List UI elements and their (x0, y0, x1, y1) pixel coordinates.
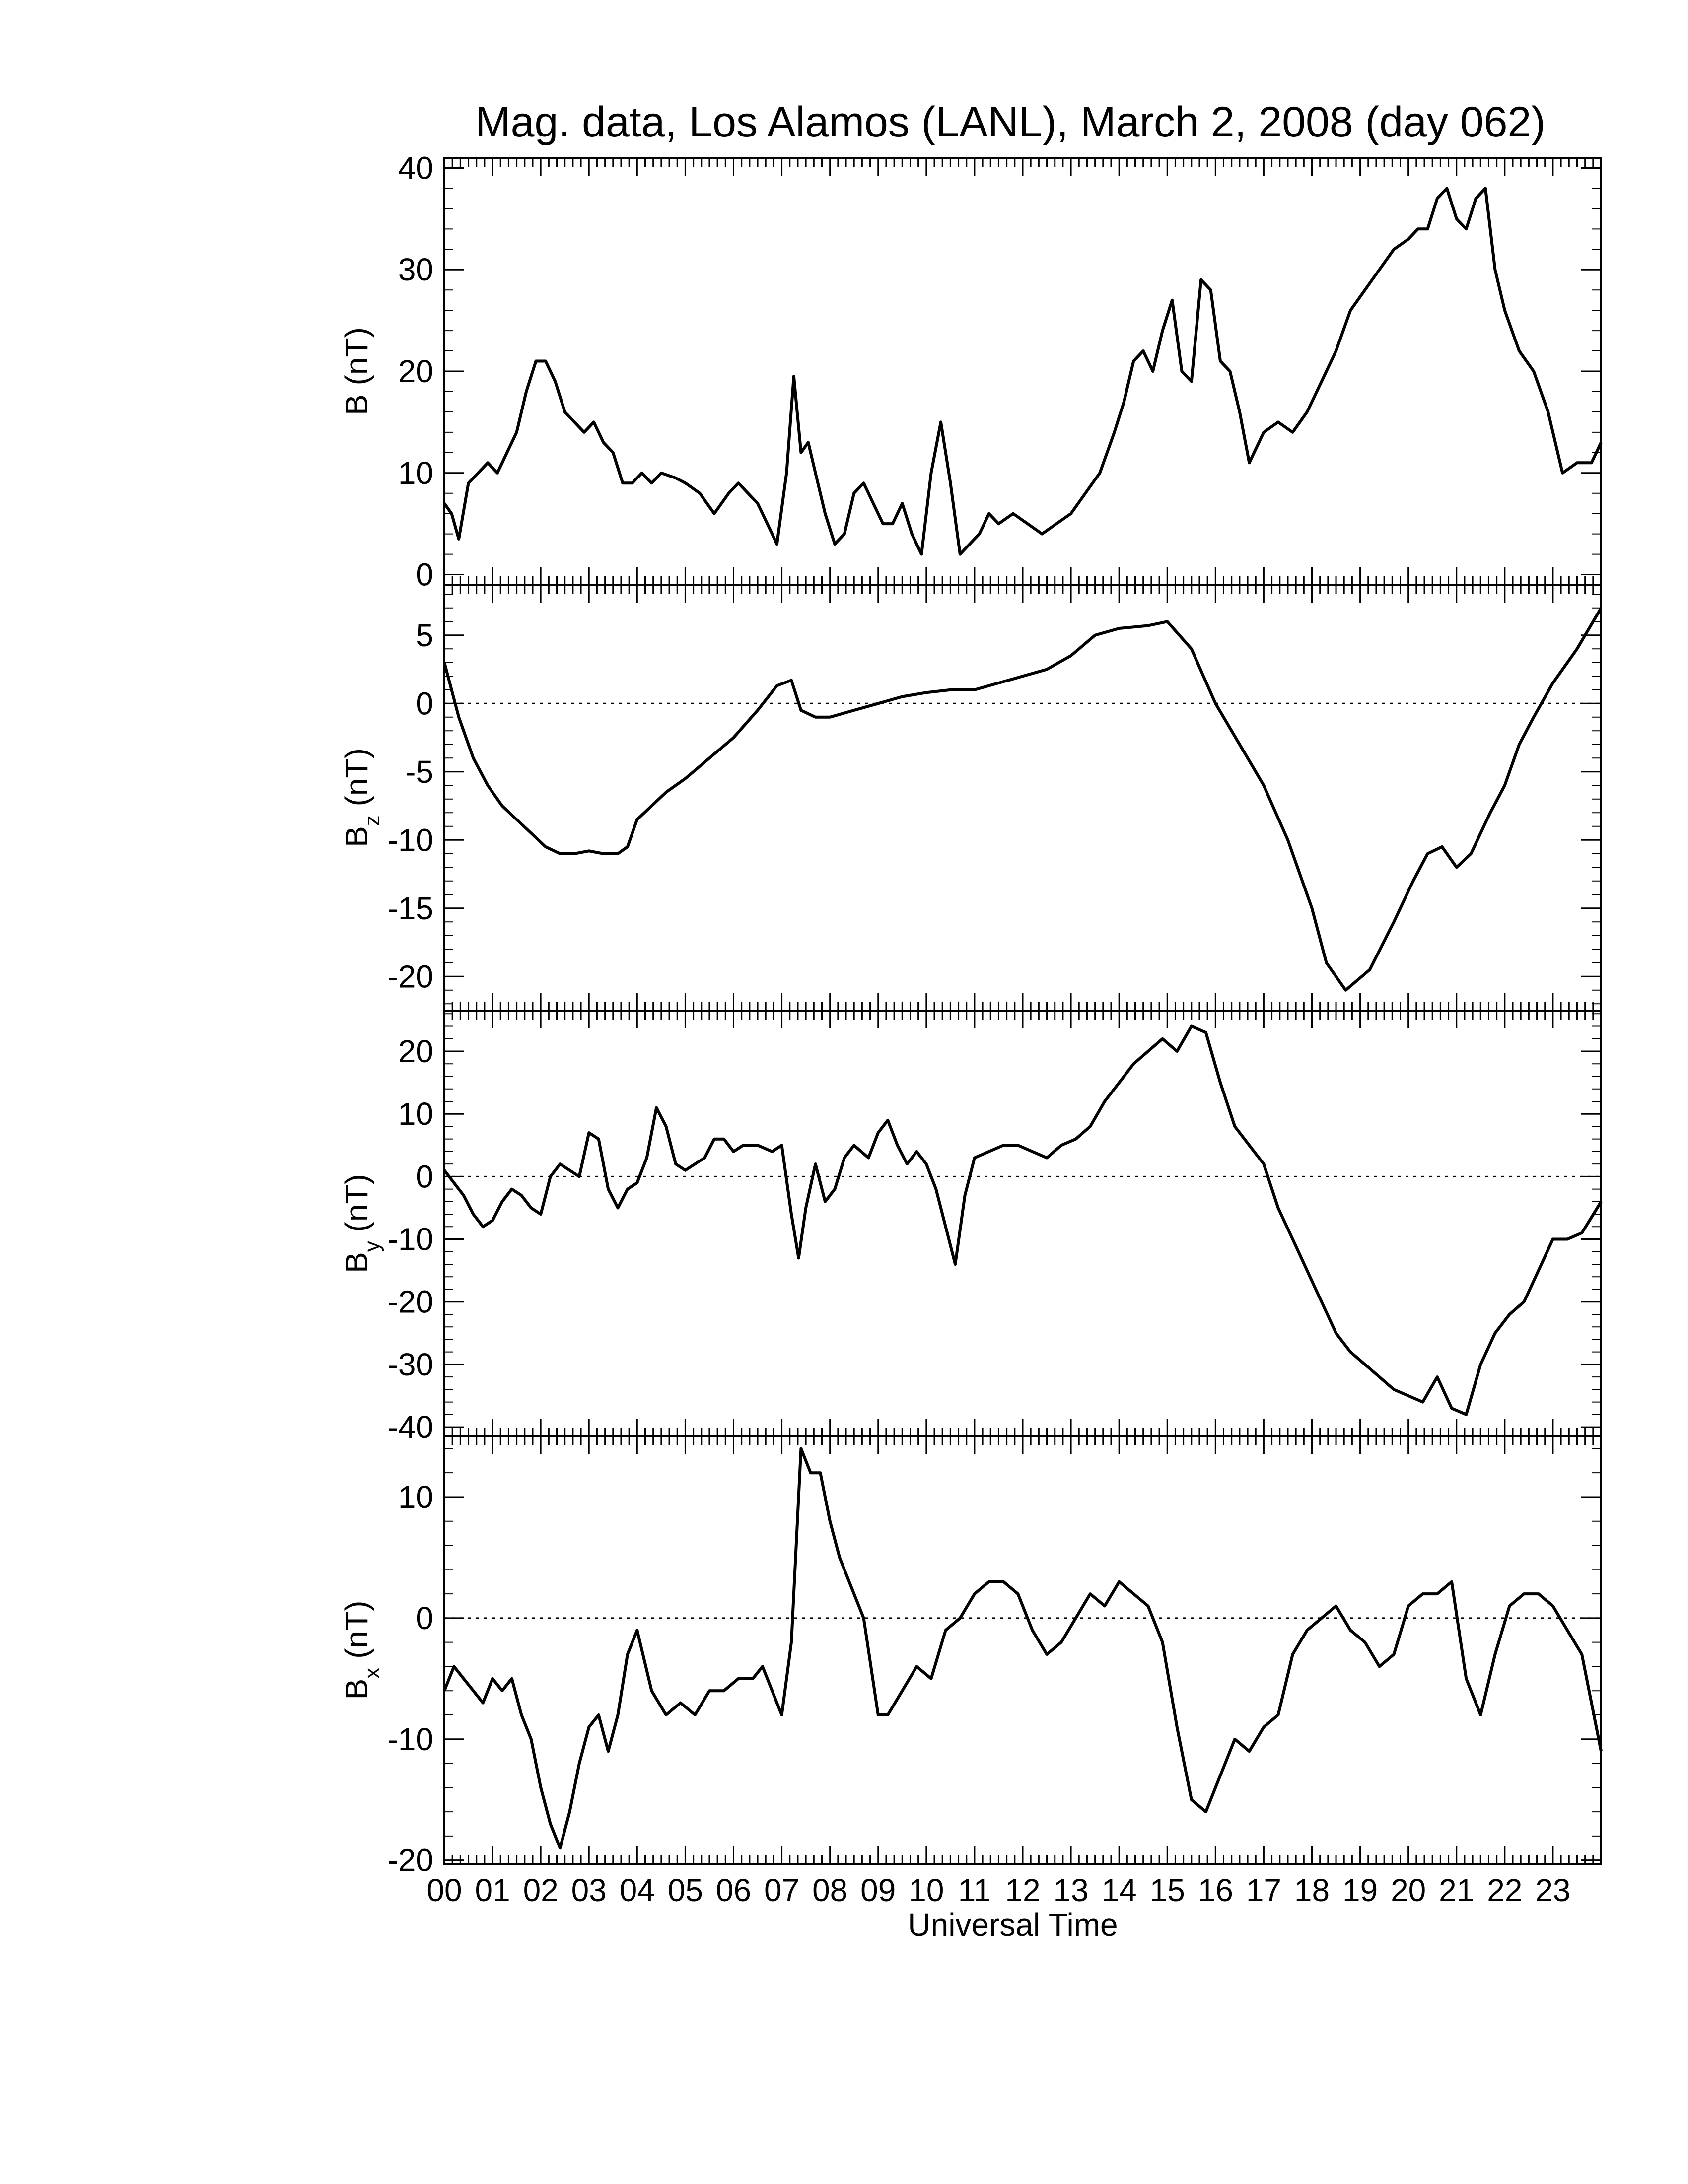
y-tick-label: -10 (388, 1721, 434, 1757)
x-tick-label: 06 (716, 1872, 751, 1908)
x-tick-label: 17 (1246, 1872, 1281, 1908)
x-tick-label: 15 (1150, 1872, 1185, 1908)
y-tick-label: 10 (398, 455, 433, 491)
y-tick-label: -5 (405, 754, 433, 790)
y-tick-label: -30 (388, 1347, 434, 1382)
x-tick-label: 10 (909, 1872, 944, 1908)
x-tick-label: 21 (1439, 1872, 1474, 1908)
series-line (443, 1024, 1603, 1416)
y-tick-label: 30 (398, 252, 433, 287)
x-tick-label: 03 (571, 1872, 607, 1908)
x-tick-label: 18 (1294, 1872, 1330, 1908)
x-tick-label: 13 (1053, 1872, 1088, 1908)
y-tick-label: 40 (398, 150, 433, 186)
panel-2: -40 -30 -20 -10 0 10 20 By (nT) (339, 1010, 1603, 1445)
x-tick-label: 23 (1535, 1872, 1570, 1908)
series-line (443, 1447, 1603, 1850)
y-tick-label: 20 (398, 353, 433, 389)
y-tick-label: 0 (416, 685, 433, 721)
x-tick-label: 20 (1391, 1872, 1426, 1908)
chart-title: Mag. data, Los Alamos (LANL), March 2, 2… (475, 98, 1546, 146)
x-tick-label: 01 (475, 1872, 510, 1908)
x-tick-label: 08 (812, 1872, 847, 1908)
x-tick-label: 05 (668, 1872, 703, 1908)
y-tick-label: 0 (416, 557, 433, 593)
y-tick-label: -10 (388, 822, 434, 858)
y-tick-label: 10 (398, 1479, 433, 1515)
y-tick-label: 0 (416, 1600, 433, 1636)
x-axis-labels: 00 01 02 03 04 05 06 07 08 09 10 11 12 13 14 15 16 17 18 19… (426, 1872, 1570, 1908)
panel-0: 0 10 20 30 40 B (nT) (339, 150, 1603, 593)
y-axis-label: Bz (nT) (339, 748, 384, 847)
y-tick-label: 0 (416, 1159, 433, 1194)
y-axis-label: Bx (nT) (339, 1601, 384, 1700)
x-tick-label: 00 (426, 1872, 462, 1908)
x-tick-label: 16 (1198, 1872, 1233, 1908)
x-axis-title: Universal Time (908, 1907, 1118, 1943)
x-tick-label: 11 (958, 1872, 991, 1908)
series-line (443, 607, 1603, 992)
y-tick-label: -40 (388, 1409, 434, 1445)
y-tick-label: 5 (416, 617, 433, 653)
x-tick-label: 07 (764, 1872, 799, 1908)
x-tick-label: 09 (860, 1872, 896, 1908)
x-tick-label: 04 (620, 1872, 655, 1908)
y-tick-label: 10 (398, 1096, 433, 1132)
y-tick-label: -15 (388, 890, 434, 926)
y-tick-label: -20 (388, 1284, 434, 1320)
x-tick-label: 14 (1102, 1872, 1137, 1908)
x-tick-label: 12 (1005, 1872, 1040, 1908)
x-tick-label: 19 (1342, 1872, 1378, 1908)
y-tick-label: -20 (388, 1843, 434, 1878)
series-line (443, 187, 1603, 556)
y-axis-label: B (nT) (339, 327, 374, 415)
panels: 0 10 20 30 40 B (nT) -20 -15 -10 -5 0 5 Bz (nT) -40 -3… (339, 150, 1603, 1878)
y-tick-label: 20 (398, 1033, 433, 1069)
y-axis-label: By (nT) (339, 1174, 384, 1273)
y-tick-label: -20 (388, 958, 434, 994)
x-tick-label: 22 (1487, 1872, 1522, 1908)
x-tick-label: 02 (523, 1872, 559, 1908)
y-tick-label: -10 (388, 1222, 434, 1257)
panel-1: -20 -15 -10 -5 0 5 Bz (nT) (339, 584, 1603, 1012)
panel-3: -20 -10 0 10 Bx (nT) (339, 1435, 1603, 1878)
